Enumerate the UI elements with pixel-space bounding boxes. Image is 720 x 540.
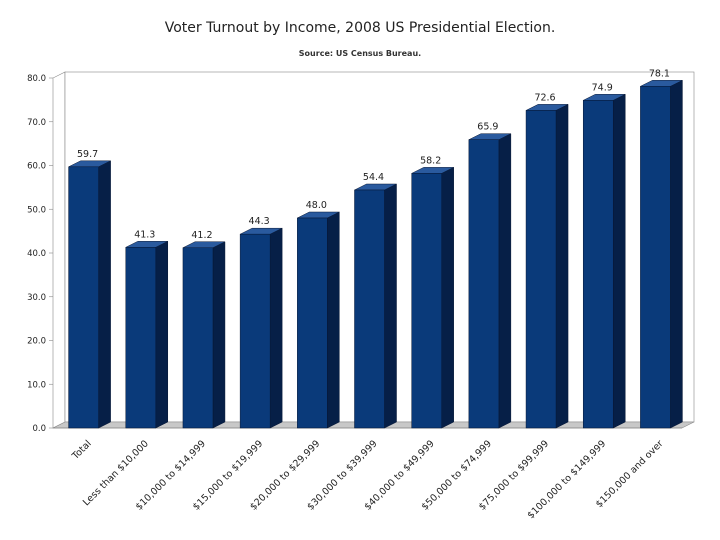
y-axis-ticks: 0.0 10.0 20.0 30.0 40.0 50.0 60.0 70.0 80.0: [27, 74, 53, 434]
bar: [468, 133, 512, 429]
bar: [411, 166, 454, 429]
y-tick-label: 80.0: [27, 74, 46, 84]
data-label: 58.2: [420, 155, 441, 166]
bar-front: [354, 189, 385, 429]
y-tick-label: 70.0: [27, 118, 46, 128]
data-label: 65.9: [477, 122, 498, 133]
bar-side: [269, 227, 283, 429]
bar-front: [239, 233, 271, 429]
category-label: Total: [70, 438, 94, 462]
bar-front: [468, 139, 500, 429]
bar: [182, 241, 226, 429]
bar: [68, 160, 111, 429]
bar-front: [297, 217, 328, 429]
data-label: 78.1: [649, 68, 670, 79]
bar-front: [182, 247, 214, 429]
left-wall: [52, 71, 66, 429]
bar: [582, 93, 626, 429]
y-tick-label: 20.0: [27, 337, 46, 347]
bar: [354, 183, 397, 429]
y-tick-label: 0.0: [32, 424, 46, 434]
bar-side: [384, 183, 397, 429]
data-labels: 59.7 41.3 41.2 44.3 48.0 54.4 58.2 65.9 72.6 74.9…: [77, 68, 670, 240]
bar-side: [612, 93, 626, 429]
bar-side: [155, 240, 169, 429]
bar: [640, 79, 683, 429]
data-label: 44.3: [249, 216, 270, 227]
bar: [297, 211, 340, 429]
bar-front: [68, 166, 99, 429]
data-label: 74.9: [592, 82, 613, 93]
bar-side: [212, 241, 226, 429]
y-tick-label: 60.0: [27, 162, 46, 172]
bars: [68, 79, 683, 429]
bar-side: [441, 166, 454, 429]
bar-front: [125, 247, 157, 429]
bar: [525, 103, 569, 429]
bar-side: [327, 211, 340, 429]
y-tick-label: 40.0: [27, 249, 46, 259]
bar-side: [498, 133, 512, 429]
chart-title: Voter Turnout by Income, 2008 US Preside…: [164, 20, 556, 36]
bar-front: [640, 86, 671, 429]
y-tick-label: 30.0: [27, 293, 46, 303]
y-tick-label: 10.0: [27, 380, 46, 390]
bar-side: [670, 79, 683, 429]
bar-front: [411, 173, 442, 429]
chart-subtitle: Source: US Census Bureau.: [298, 49, 422, 58]
data-label: 48.0: [306, 200, 327, 211]
bar: [125, 240, 169, 429]
bar-front: [582, 100, 614, 429]
bar: [239, 227, 283, 429]
bar-side: [555, 103, 569, 429]
data-label: 54.4: [363, 172, 384, 183]
bar-side: [98, 160, 111, 429]
data-label: 41.3: [134, 229, 155, 240]
bar-front: [525, 110, 557, 429]
data-label: 59.7: [77, 149, 98, 160]
data-label: 41.2: [191, 230, 212, 241]
y-tick-label: 50.0: [27, 205, 46, 215]
data-label: 72.6: [534, 92, 555, 103]
